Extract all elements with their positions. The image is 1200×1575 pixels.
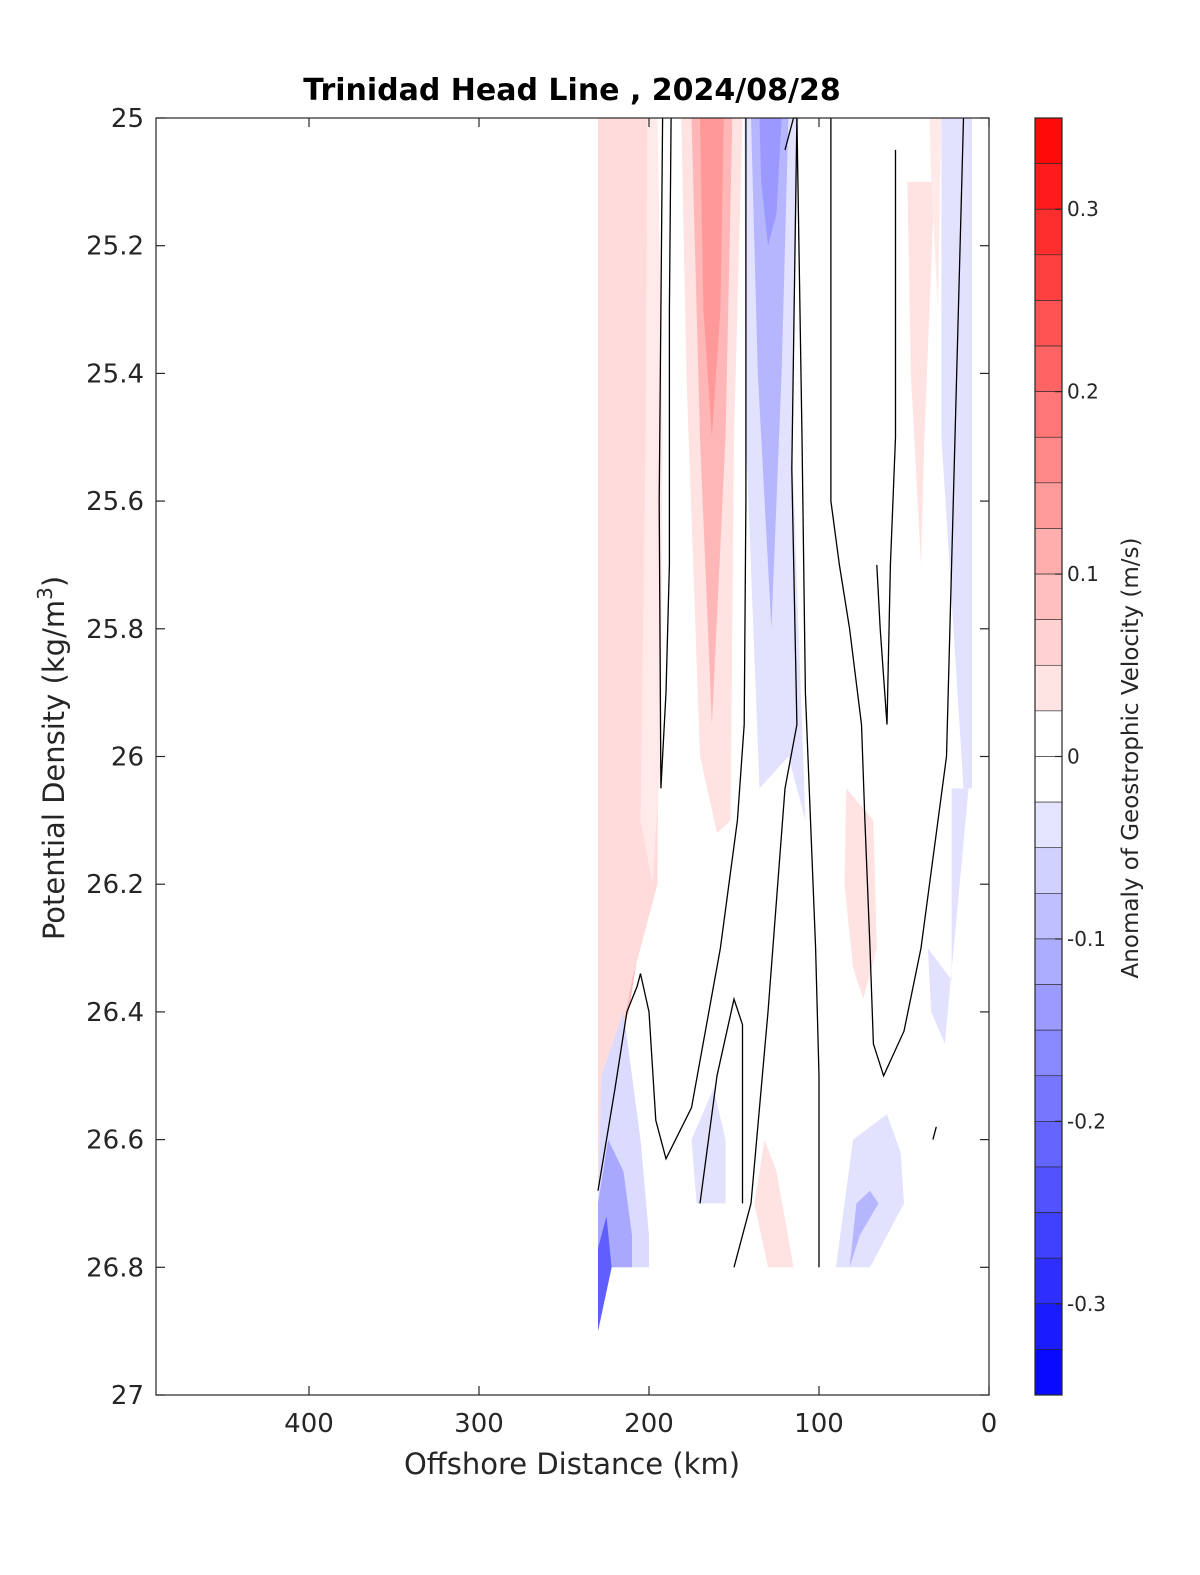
- contour-region-lobe-pos-3: [907, 181, 935, 565]
- colorbar-tick-label: -0.3: [1067, 1292, 1106, 1316]
- colorbar-bands: [1034, 117, 1063, 1396]
- colorbar-tick-label: 0.3: [1067, 197, 1099, 221]
- y-tick-label: 25.4: [86, 359, 144, 389]
- y-tick-label: 26.2: [86, 870, 144, 900]
- y-axis-label-suffix: ): [37, 576, 71, 587]
- y-tick-label: 26.8: [86, 1253, 144, 1283]
- colorbar-band: [1034, 1349, 1063, 1396]
- colorbar-band: [1034, 1257, 1063, 1305]
- plot-area: [155, 117, 990, 1396]
- x-axis: 400 300 200 100 0: [284, 118, 997, 1439]
- y-axis-label-superscript: 3: [33, 587, 57, 600]
- contour-region-bottom-neg-2: [691, 1088, 726, 1204]
- colorbar-band: [1034, 984, 1063, 1031]
- y-tick-label: 26.4: [86, 998, 144, 1028]
- y-axis: 25 25.2 25.4 25.6 25.8 26 26.2 26.4 26.6 26.8 27: [86, 104, 989, 1411]
- chart-title: Trinidad Head Line , 2024/08/28: [303, 73, 840, 108]
- y-tick-label: 26: [111, 743, 144, 773]
- colorbar-band: [1034, 1121, 1063, 1168]
- contour-region-lobe-pos-4: [844, 788, 877, 1000]
- x-tick-label: 100: [794, 1409, 844, 1439]
- colorbar: 0.3 0.2 0.1 0 -0.1 -0.2 -0.3 Anomaly of Geostr…: [1034, 117, 1144, 1396]
- colorbar-band: [1034, 664, 1063, 712]
- y-axis-label: Potential Density (kg/m3): [33, 576, 71, 940]
- colorbar-band: [1034, 756, 1063, 803]
- colorbar-tick-label: -0.1: [1067, 927, 1106, 951]
- zero-contour-line-2: [699, 996, 744, 1204]
- zero-contour-line-1: [597, 118, 747, 1191]
- colorbar-band: [1034, 1166, 1063, 1213]
- x-axis-label: Offshore Distance (km): [404, 1447, 740, 1481]
- zero-contour-line-5: [830, 117, 965, 1078]
- contour-region-lobe-neg-1-mid: [751, 118, 789, 629]
- x-tick-label: 200: [624, 1409, 674, 1439]
- colorbar-band: [1034, 482, 1063, 529]
- colorbar-band: [1034, 1029, 1063, 1077]
- contour-region-bottom-neg-3-core: [849, 1190, 879, 1268]
- colorbar-band: [1034, 1075, 1063, 1122]
- colorbar-band: [1034, 710, 1063, 757]
- colorbar-band: [1034, 1212, 1063, 1259]
- colorbar-tick-label: 0.2: [1067, 380, 1099, 404]
- zero-contour-line-4: [796, 117, 820, 1268]
- colorbar-band: [1034, 938, 1063, 985]
- colorbar-ticks: 0.3 0.2 0.1 0 -0.1 -0.2 -0.3: [1055, 197, 1106, 1316]
- y-axis-label-main: Potential Density (kg/m: [37, 600, 71, 940]
- colorbar-band: [1034, 893, 1063, 940]
- colorbar-band: [1034, 573, 1063, 620]
- contour-region-lobe-neg-3: [927, 788, 969, 1044]
- colorbar-band: [1034, 300, 1063, 347]
- contour-region-jet-faint: [640, 118, 663, 885]
- contour-fill-layer: [598, 118, 972, 1332]
- x-tick-label: 400: [284, 1409, 334, 1439]
- colorbar-band: [1034, 163, 1063, 210]
- y-tick-label: 25.6: [86, 487, 144, 517]
- contour-region-jet-fringe: [598, 118, 660, 1191]
- contour-region-lobe-neg-1-core: [759, 118, 782, 246]
- colorbar-band: [1034, 801, 1063, 849]
- colorbar-tick-label: 0.1: [1067, 562, 1099, 586]
- colorbar-band: [1034, 208, 1063, 256]
- y-tick-label: 25.8: [86, 615, 144, 645]
- zero-contour-line-0: [658, 117, 672, 789]
- contour-region-bottom-neg-1-core: [598, 1216, 612, 1332]
- y-tick-label: 26.6: [86, 1126, 144, 1156]
- colorbar-tick-label: 0: [1067, 745, 1080, 769]
- contour-region-bottom-pos-1: [754, 1139, 794, 1268]
- x-tick-label: 300: [454, 1409, 504, 1439]
- colorbar-band: [1034, 1303, 1063, 1350]
- contour-region-lobe-neg-2: [941, 118, 972, 789]
- colorbar-label: Anomaly of Geostrophic Velocity (m/s): [1118, 538, 1144, 979]
- colorbar-band: [1034, 436, 1063, 484]
- colorbar-band: [1034, 117, 1063, 164]
- colorbar-band: [1034, 847, 1063, 894]
- contour-region-lobe-pos-3b: [929, 118, 942, 310]
- colorbar-band: [1034, 619, 1063, 666]
- zero-contour-line-7: [932, 1126, 937, 1140]
- colorbar-band: [1034, 254, 1063, 301]
- y-tick-label: 25: [111, 104, 144, 134]
- x-tick-label: 0: [981, 1409, 998, 1439]
- y-tick-label: 27: [111, 1381, 144, 1411]
- colorbar-tick-label: -0.2: [1067, 1109, 1106, 1133]
- contour-region-lobe-pos-2-core: [700, 118, 724, 438]
- y-tick-label: 25.2: [86, 232, 144, 262]
- colorbar-band: [1034, 528, 1063, 575]
- colorbar-band: [1034, 391, 1063, 438]
- zero-contour-line-6: [876, 149, 897, 725]
- colorbar-band: [1034, 345, 1063, 392]
